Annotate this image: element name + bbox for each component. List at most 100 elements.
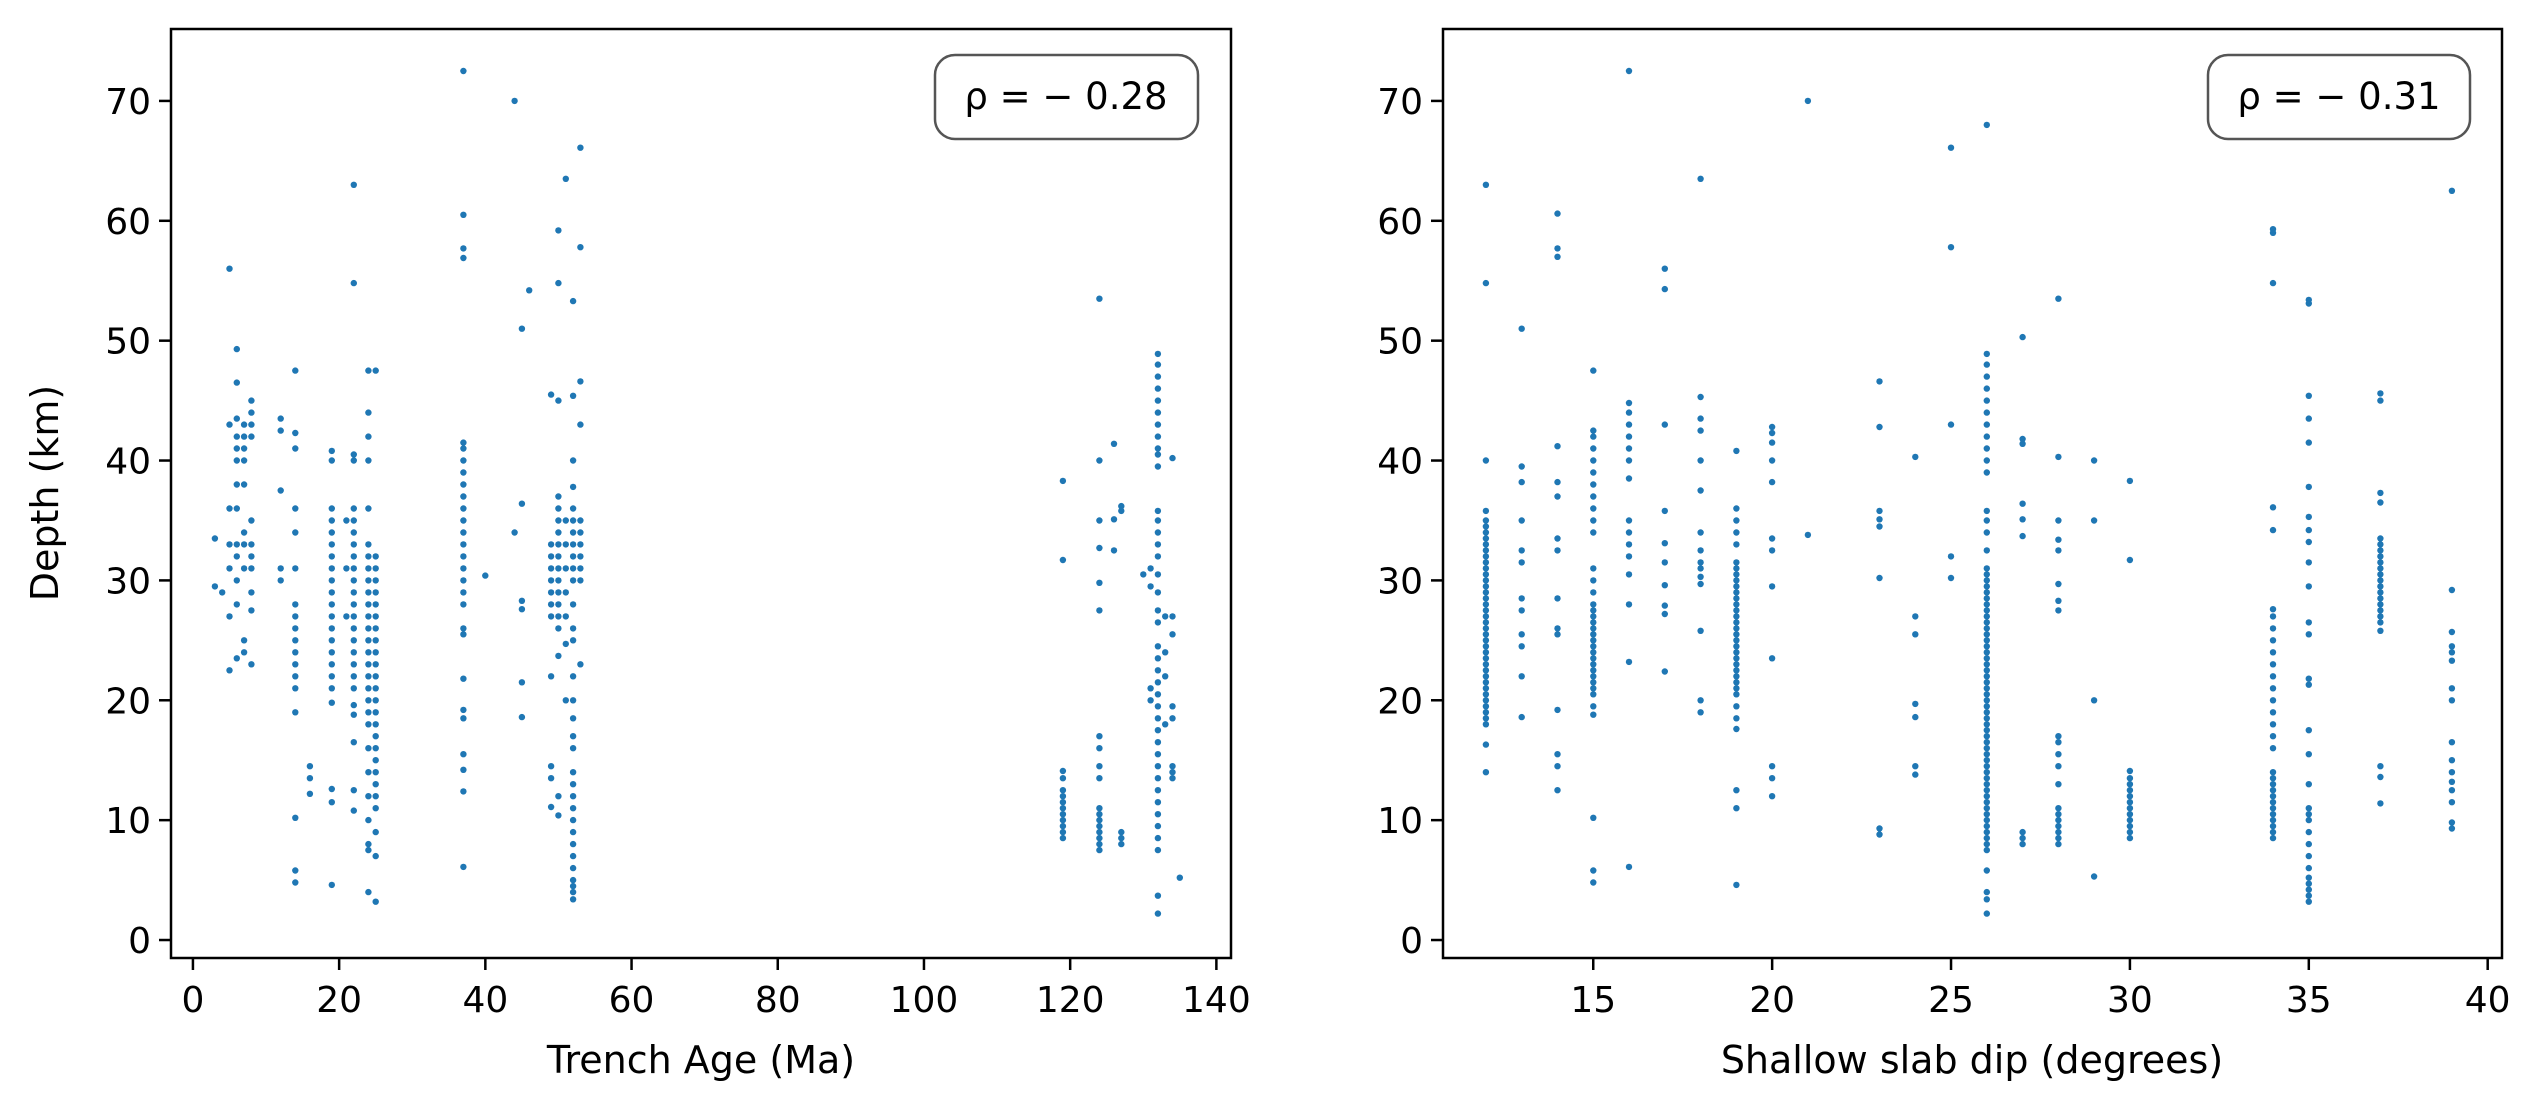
data-point (1768, 583, 1776, 590)
data-point (555, 565, 562, 572)
data-point (1733, 725, 1740, 733)
data-point (1733, 637, 1740, 644)
y-tick-label: 10 (1377, 801, 1423, 842)
data-point (2269, 769, 2277, 776)
data-point (277, 415, 284, 422)
data-point (372, 828, 379, 836)
data-point (1482, 457, 1490, 464)
data-point (2377, 499, 2384, 506)
data-point (2448, 697, 2456, 704)
data-point (1983, 121, 1991, 129)
data-point (1154, 350, 1162, 358)
data-point (1110, 547, 1118, 554)
data-point (240, 649, 248, 656)
data-point (460, 457, 467, 464)
data-point (1154, 445, 1162, 452)
data-point (1983, 685, 1991, 692)
data-point (2126, 556, 2134, 564)
data-point (350, 739, 357, 746)
data-point (1554, 210, 1561, 217)
data-point (350, 529, 357, 536)
data-point (1912, 453, 1919, 461)
data-point (1983, 529, 1991, 536)
data-point (1983, 745, 1991, 752)
data-point (2055, 295, 2062, 302)
y-axis-ticks: 0 10 20 30 40 50 60 70 (105, 82, 171, 962)
data-point (1983, 805, 1991, 812)
data-point (292, 601, 299, 608)
data-point (350, 601, 357, 608)
data-point (555, 397, 562, 404)
data-point (1554, 787, 1561, 794)
data-point (365, 673, 372, 680)
data-point (555, 493, 562, 500)
data-point (562, 640, 569, 648)
data-point (569, 769, 577, 776)
data-point (1983, 733, 1991, 740)
data-point (1983, 703, 1991, 710)
data-point (1697, 547, 1704, 554)
data-point (1154, 751, 1162, 758)
data-point (555, 601, 562, 608)
data-point (460, 493, 467, 500)
data-point (460, 439, 467, 446)
data-point (562, 541, 569, 548)
data-point (350, 553, 357, 560)
data-point (248, 397, 255, 404)
y-tick-label: 50 (1377, 322, 1423, 363)
data-point (1482, 667, 1490, 674)
data-point (328, 799, 335, 806)
data-point (1059, 811, 1067, 818)
x-tick-label: 60 (609, 980, 655, 1021)
data-point (569, 864, 577, 872)
data-point (460, 706, 467, 714)
data-point (2126, 767, 2134, 775)
data-point (1697, 175, 1704, 182)
data-point (1059, 828, 1067, 836)
data-point (1590, 673, 1597, 680)
data-point (2448, 657, 2456, 664)
data-point (292, 613, 299, 620)
data-point (1482, 577, 1490, 584)
data-point (1983, 793, 1991, 800)
y-tick-label: 60 (105, 202, 151, 243)
data-point (1733, 601, 1740, 608)
data-point (365, 769, 372, 776)
data-point (1590, 505, 1597, 512)
data-point (1154, 811, 1162, 818)
data-point (372, 673, 379, 680)
data-point (1059, 767, 1067, 775)
data-point (365, 649, 372, 656)
data-point (1154, 667, 1162, 674)
data-point (248, 433, 255, 440)
data-point (292, 685, 299, 692)
data-point (2269, 637, 2277, 644)
data-point (2090, 697, 2098, 704)
data-point (1554, 751, 1561, 758)
data-point (1554, 253, 1561, 260)
data-point (2055, 840, 2062, 848)
trench-age-scatter-panel: 0 20 40 60 80 100 120 140 0 10 20 30 40 50 60 70 Trenc… (23, 27, 1251, 1082)
data-point (2377, 541, 2384, 548)
x-tick-label: 35 (2286, 980, 2332, 1021)
data-point (1983, 751, 1991, 758)
data-point (226, 613, 233, 620)
data-point (2019, 516, 2026, 523)
data-point (1983, 673, 1991, 680)
data-point (1518, 517, 1525, 524)
data-point (1154, 727, 1162, 734)
data-point (1096, 846, 1103, 854)
data-point (1768, 655, 1776, 662)
data-point (569, 882, 577, 890)
data-point (1482, 673, 1490, 680)
data-point (277, 427, 284, 434)
data-point (1697, 415, 1704, 422)
data-point (2090, 873, 2098, 880)
data-point (233, 345, 240, 353)
data-point (1059, 787, 1067, 794)
data-point (1768, 429, 1776, 437)
data-point (1876, 574, 1883, 582)
data-point (1983, 421, 1991, 428)
data-point (460, 254, 467, 262)
